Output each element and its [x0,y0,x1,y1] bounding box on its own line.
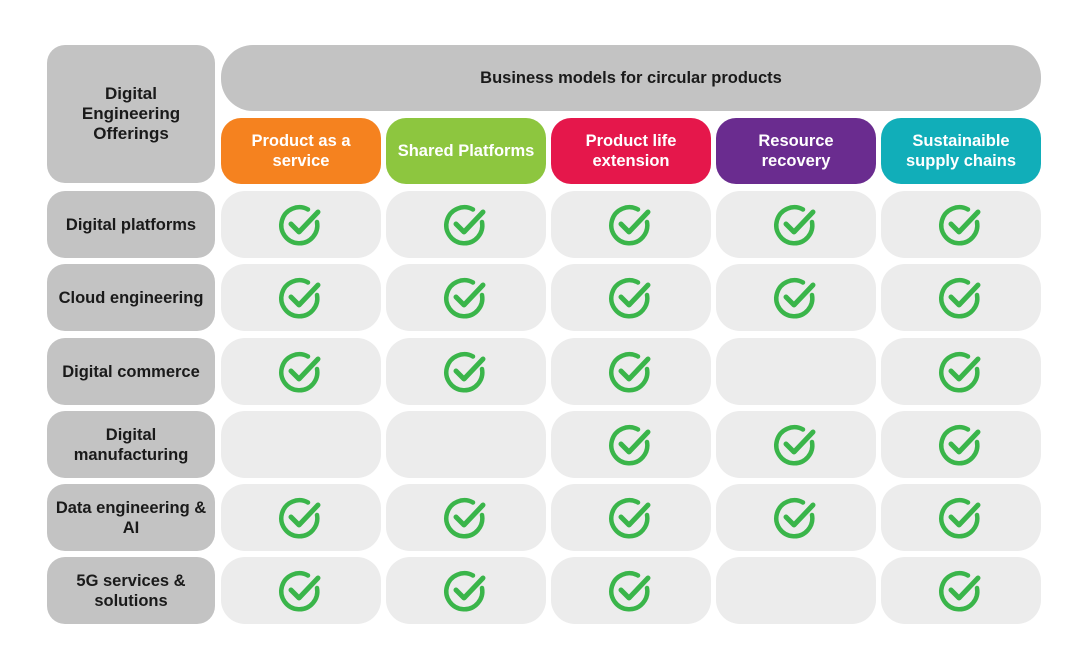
check-icon [279,277,321,318]
offering-label: Data engineering & AI [47,484,215,551]
check-icon [774,497,816,538]
matrix-cell [386,484,546,551]
corner-header: Digital Engineering Offerings [47,45,215,183]
check-icon [774,204,816,245]
matrix-cell [716,338,876,405]
matrix-cell [551,191,711,258]
check-icon [939,277,981,318]
check-icon [444,204,486,245]
check-icon [774,424,816,465]
matrix-cell [881,557,1041,624]
check-icon [609,351,651,392]
matrix-cell [386,191,546,258]
matrix-cell [881,338,1041,405]
check-icon [774,277,816,318]
matrix-cell [881,411,1041,478]
check-icon [279,570,321,611]
matrix-cell [221,191,381,258]
check-icon [609,204,651,245]
matrix-cell [221,264,381,331]
check-icon [444,570,486,611]
check-icon [939,497,981,538]
model-header: Shared Platforms [386,118,546,184]
check-icon [609,570,651,611]
check-icon [939,351,981,392]
offering-label: Digital platforms [47,191,215,258]
matrix-cell [881,484,1041,551]
model-header: Product life extension [551,118,711,184]
matrix-cell [551,557,711,624]
matrix-cell [221,411,381,478]
matrix-cell [221,338,381,405]
matrix-cell [551,264,711,331]
offering-label: Digital commerce [47,338,215,405]
matrix-cell [716,264,876,331]
model-header: Resource recovery [716,118,876,184]
check-icon [939,204,981,245]
matrix-cell [881,264,1041,331]
check-icon [939,570,981,611]
offering-label: 5G services & solutions [47,557,215,624]
matrix-cell [716,557,876,624]
matrix-cell [221,557,381,624]
offering-label: Digital manufacturing [47,411,215,478]
check-icon [609,497,651,538]
offering-label: Cloud engineering [47,264,215,331]
check-icon [609,424,651,465]
matrix-cell [716,484,876,551]
model-header: Product as a service [221,118,381,184]
matrix-cell [221,484,381,551]
check-icon [279,351,321,392]
matrix-cell [386,338,546,405]
check-icon [279,497,321,538]
matrix-cell [881,191,1041,258]
model-header: Sustainaible supply chains [881,118,1041,184]
matrix-cell [551,338,711,405]
check-icon [609,277,651,318]
matrix-cell [386,557,546,624]
check-icon [444,277,486,318]
matrix-cell [386,264,546,331]
business-models-banner: Business models for circular products [221,45,1041,111]
matrix-cell [386,411,546,478]
check-icon [279,204,321,245]
check-icon [444,497,486,538]
matrix-cell [551,484,711,551]
matrix-cell [551,411,711,478]
check-icon [939,424,981,465]
check-icon [444,351,486,392]
matrix-cell [716,411,876,478]
matrix-cell [716,191,876,258]
